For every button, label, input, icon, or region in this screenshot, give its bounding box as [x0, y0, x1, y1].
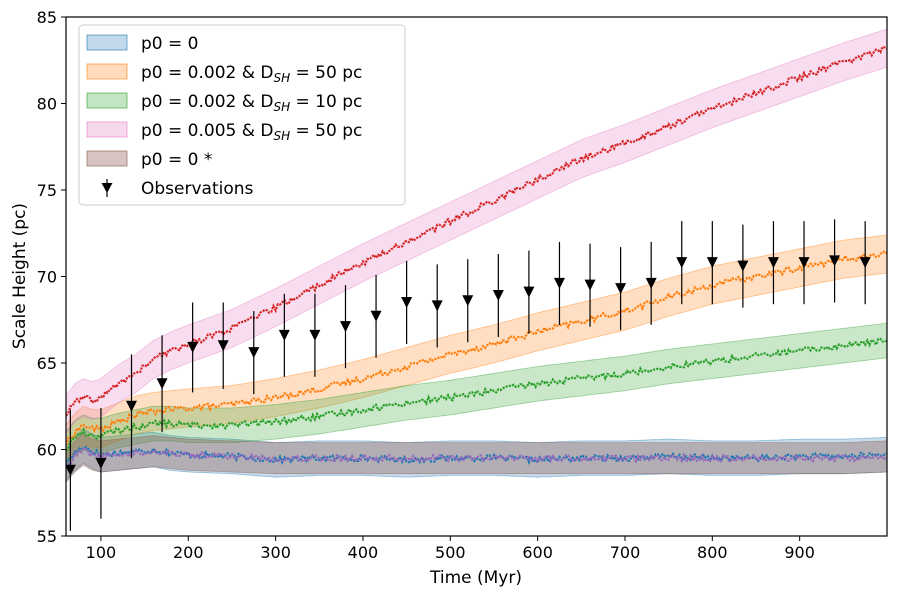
band-p0-0: [66, 428, 887, 482]
legend-swatch-p0-0: [86, 150, 128, 167]
band-p0-0-002-d-sh-10-pc: [66, 322, 887, 468]
x-tick-label: 400: [348, 543, 379, 562]
line-p0-0-002-d-sh-50-pc: [66, 250, 887, 446]
observation-point: [462, 295, 474, 307]
legend-label-p0-0-005-d-sh-50-pc: p0 = 0.005 & DSH = 50 pc: [141, 121, 362, 143]
legend-label-p0-0-002-d-sh-10-pc: p0 = 0.002 & DSH = 10 pc: [141, 92, 362, 114]
legend-swatch-p0-0-002-d-sh-10-pc: [86, 92, 128, 109]
legend-label-tail: = 50 pc: [290, 121, 362, 141]
y-tick-label: 70: [37, 268, 57, 287]
observation-point: [248, 347, 260, 359]
y-tick-label: 75: [37, 181, 57, 200]
legend-label-tail: = 10 pc: [290, 92, 362, 112]
observation-point: [66, 464, 76, 476]
legend-label-main: p0 = 0: [141, 34, 198, 54]
y-axis: 55 60 65 70 75 80 85: [37, 8, 66, 546]
legend-label-tail: = 50 pc: [290, 63, 362, 83]
observation-point: [523, 286, 535, 298]
observation-point: [798, 257, 810, 269]
observation-point: [309, 329, 321, 341]
observation-point: [553, 277, 565, 289]
x-axis: 100 200 300 400 500 600 700 800 900: [86, 536, 815, 562]
observation-point: [492, 290, 504, 302]
legend-label-p0-0: p0 = 0 *: [141, 150, 212, 170]
line-p0-0: [66, 447, 887, 469]
x-tick-label: 600: [522, 543, 553, 562]
observation-point: [737, 260, 749, 272]
observation-point: [401, 296, 413, 308]
observation-point: [584, 279, 596, 291]
x-tick-label: 700: [610, 543, 641, 562]
x-axis-label: Time (Myr): [429, 568, 522, 588]
observation-point: [217, 340, 229, 352]
observation-point: [615, 283, 627, 295]
y-tick-label: 55: [37, 527, 57, 546]
legend-label-main: p0 = 0.005 & D: [141, 121, 273, 141]
x-tick-label: 200: [173, 543, 204, 562]
legend-label-sub: SH: [273, 71, 290, 85]
legend-swatch-p0-0-005-d-sh-50-pc: [86, 121, 128, 138]
y-tick-label: 85: [37, 8, 57, 27]
observation-point: [156, 378, 168, 390]
legend-marker-observations: [101, 183, 113, 193]
observations-layer: [66, 219, 871, 531]
line-p0-0-002-d-sh-10-pc: [66, 337, 887, 452]
observation-point: [767, 257, 779, 269]
x-tick-label: 300: [260, 543, 291, 562]
y-tick-label: 65: [37, 354, 57, 373]
x-tick-label: 900: [784, 543, 815, 562]
legend-label-sub: SH: [273, 100, 290, 114]
observation-point: [95, 457, 107, 469]
y-axis-label: Scale Height (pc): [10, 203, 30, 349]
observation-point: [645, 277, 657, 289]
observation-point: [706, 257, 718, 269]
y-tick-label: 60: [37, 441, 57, 460]
legend-label-main: p0 = 0 *: [141, 150, 212, 170]
band-p0-0-005-d-sh-50-pc: [66, 28, 887, 435]
x-tick-label: 500: [435, 543, 466, 562]
legend-label-main: p0 = 0.002 & D: [141, 92, 273, 112]
x-tick-label: 100: [86, 543, 117, 562]
observation-point: [370, 310, 382, 322]
legend-label-p0-0-002-d-sh-50-pc: p0 = 0.002 & DSH = 50 pc: [141, 63, 362, 85]
observation-point: [126, 400, 138, 412]
observation-point: [187, 341, 199, 353]
observation-point: [829, 255, 841, 267]
observation-point: [431, 300, 443, 312]
legend-label-sub: SH: [273, 129, 290, 143]
legend-swatch-p0-0: [86, 34, 128, 51]
x-tick-label: 800: [697, 543, 728, 562]
legend-label-p0-0: p0 = 0: [141, 34, 198, 54]
observation-point: [339, 321, 351, 333]
series-lines: [66, 45, 887, 469]
legend-label-observations: Observations: [141, 179, 254, 199]
observation-point: [859, 257, 871, 269]
legend-box: [78, 24, 406, 206]
legend-label-main: p0 = 0.002 & D: [141, 63, 273, 83]
y-tick-label: 80: [37, 95, 57, 114]
observation-point: [676, 257, 688, 269]
legend-swatch-p0-0-002-d-sh-50-pc: [86, 63, 128, 80]
observation-point: [278, 329, 290, 341]
